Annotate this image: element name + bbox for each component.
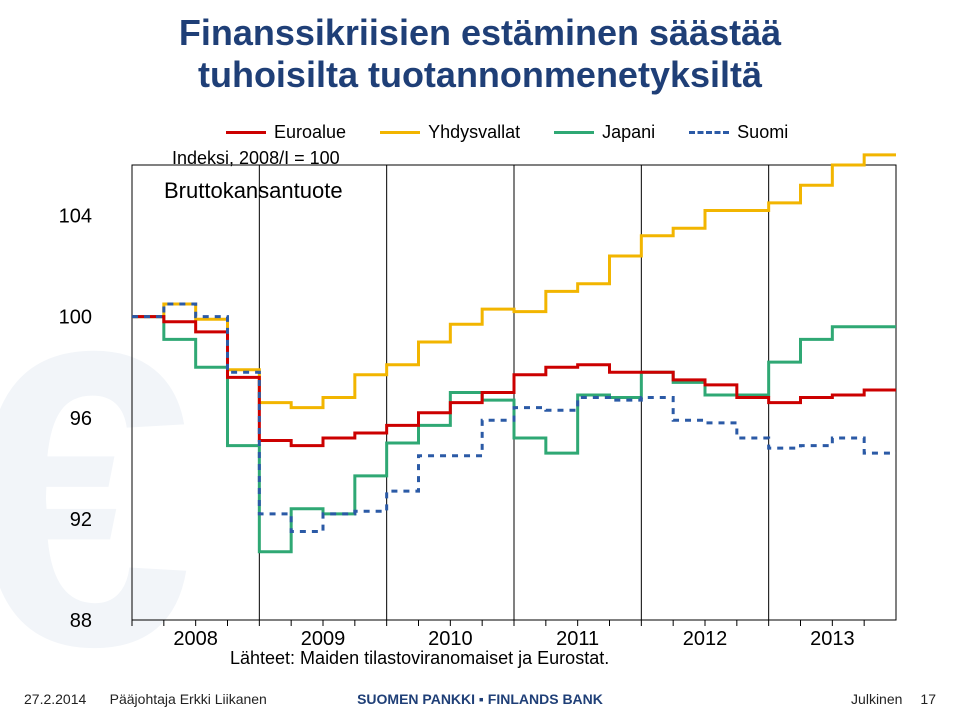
chart-legend: Euroalue Yhdysvallat Japani Suomi xyxy=(226,122,788,143)
legend-label: Japani xyxy=(602,122,655,143)
svg-text:96: 96 xyxy=(70,408,92,430)
legend-swatch xyxy=(689,131,729,134)
svg-text:2010: 2010 xyxy=(428,628,473,650)
index-note: Indeksi, 2008/I = 100 xyxy=(172,148,340,169)
svg-text:100: 100 xyxy=(59,307,92,329)
slide-footer: 27.2.2014 Pääjohtaja Erkki Liikanen SUOM… xyxy=(0,691,960,707)
source-note: Lähteet: Maiden tilastoviranomaiset ja E… xyxy=(230,648,609,669)
legend-swatch xyxy=(554,131,594,134)
legend-item: Suomi xyxy=(689,122,788,143)
legend-label: Suomi xyxy=(737,122,788,143)
legend-label: Euroalue xyxy=(274,122,346,143)
svg-text:2009: 2009 xyxy=(301,628,346,650)
svg-text:2011: 2011 xyxy=(556,628,599,650)
svg-text:88: 88 xyxy=(70,610,92,632)
legend-label: Yhdysvallat xyxy=(428,122,520,143)
legend-item: Japani xyxy=(554,122,655,143)
legend-item: Euroalue xyxy=(226,122,346,143)
svg-text:2008: 2008 xyxy=(173,628,218,650)
svg-text:2012: 2012 xyxy=(683,628,728,650)
legend-item: Yhdysvallat xyxy=(380,122,520,143)
legend-swatch xyxy=(226,131,266,134)
svg-text:92: 92 xyxy=(70,509,92,531)
footer-bank: SUOMEN PANKKI ▪ FINLANDS BANK xyxy=(0,691,960,707)
svg-text:104: 104 xyxy=(59,206,92,228)
legend-swatch xyxy=(380,131,420,134)
chart-series-label: Bruttokansantuote xyxy=(164,178,343,204)
svg-text:2013: 2013 xyxy=(810,628,855,650)
line-chart: 88 92 96 100 104 2008 2009 2010 2011 2012 2013 xyxy=(0,0,960,717)
